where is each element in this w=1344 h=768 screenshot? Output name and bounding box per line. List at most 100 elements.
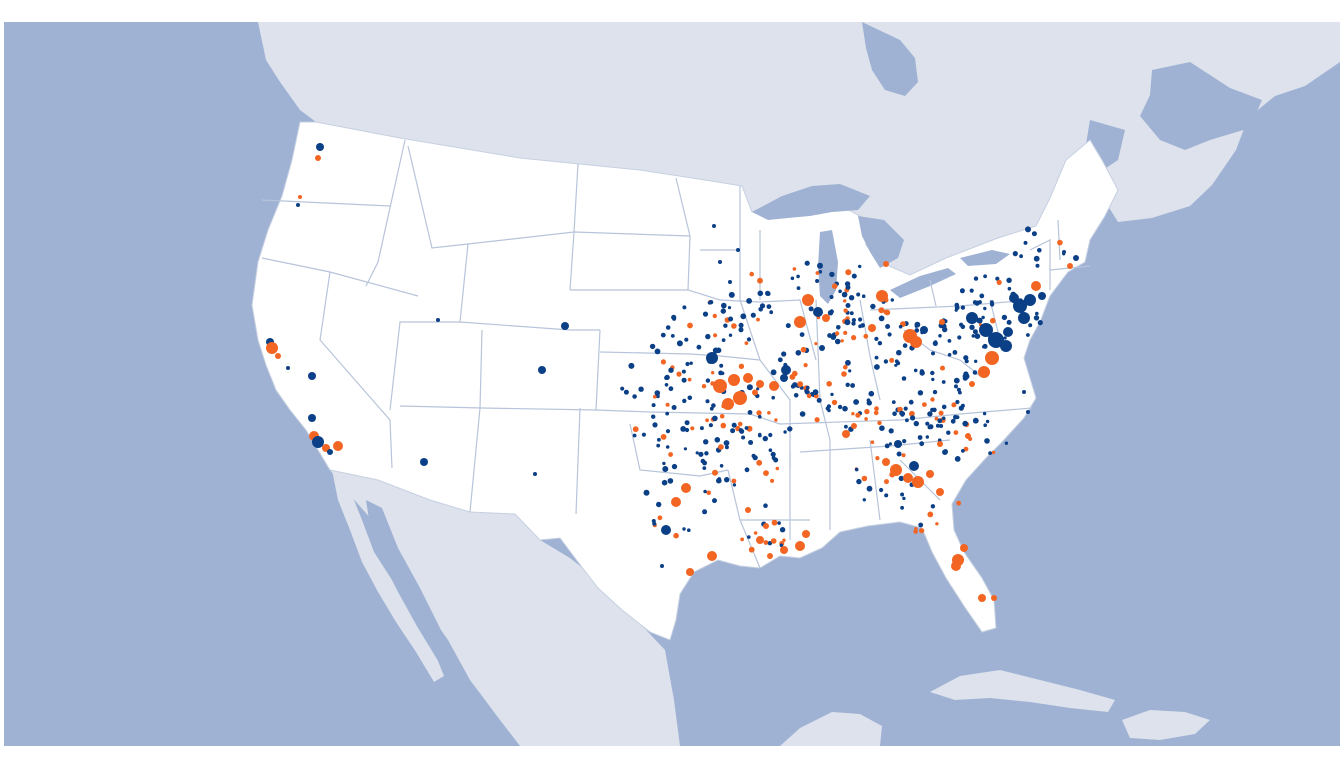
data-point-blue[interactable] (818, 270, 823, 274)
data-point-orange[interactable] (763, 523, 769, 529)
data-point-blue[interactable] (913, 420, 919, 427)
data-point-blue[interactable] (930, 504, 936, 509)
map-frame[interactable] (4, 22, 1340, 746)
data-point-blue[interactable] (844, 424, 848, 429)
data-point-blue[interactable] (1007, 286, 1012, 291)
data-point-blue[interactable] (838, 289, 842, 294)
data-point-orange[interactable] (763, 470, 769, 476)
data-point-blue[interactable] (920, 326, 928, 334)
data-point-blue[interactable] (769, 310, 774, 315)
data-point-blue[interactable] (687, 395, 693, 401)
data-point-orange[interactable] (874, 406, 879, 412)
data-point-orange[interactable] (713, 333, 718, 338)
data-point-blue[interactable] (661, 479, 668, 486)
data-point-blue[interactable] (894, 440, 902, 448)
data-point-orange[interactable] (795, 541, 805, 551)
data-point-orange[interactable] (315, 155, 321, 161)
data-point-orange[interactable] (686, 568, 694, 576)
data-point-orange[interactable] (889, 357, 895, 363)
data-point-orange[interactable] (632, 426, 639, 433)
data-point-blue[interactable] (1031, 231, 1037, 237)
data-point-blue[interactable] (942, 449, 948, 456)
data-point-blue[interactable] (888, 442, 893, 446)
data-point-blue[interactable] (969, 288, 974, 293)
data-point-orange[interactable] (822, 314, 830, 322)
data-point-blue[interactable] (676, 340, 683, 347)
data-point-blue[interactable] (830, 334, 837, 340)
data-point-blue[interactable] (874, 336, 879, 341)
data-point-blue[interactable] (900, 413, 905, 417)
data-point-blue[interactable] (851, 318, 857, 323)
data-point-blue[interactable] (842, 405, 848, 412)
data-point-orange[interactable] (845, 269, 852, 276)
data-point-blue[interactable] (777, 357, 783, 363)
data-point-blue[interactable] (732, 483, 737, 487)
data-point-blue[interactable] (746, 384, 753, 391)
data-point-orange[interactable] (657, 515, 663, 521)
data-point-blue[interactable] (1035, 311, 1039, 316)
data-point-blue[interactable] (704, 451, 709, 456)
data-point-blue[interactable] (312, 436, 324, 448)
data-point-blue[interactable] (894, 359, 899, 364)
data-point-blue[interactable] (954, 456, 961, 462)
data-point-blue[interactable] (837, 404, 843, 410)
data-point-blue[interactable] (914, 321, 921, 328)
data-point-blue[interactable] (785, 323, 791, 329)
data-point-orange[interactable] (956, 500, 962, 506)
data-point-blue[interactable] (651, 414, 656, 419)
data-point-blue[interactable] (1037, 320, 1043, 326)
data-point-orange[interactable] (843, 299, 847, 303)
data-point-orange[interactable] (671, 497, 681, 507)
data-point-blue[interactable] (958, 390, 962, 395)
data-point-blue[interactable] (723, 323, 728, 328)
data-point-blue[interactable] (983, 306, 987, 311)
data-point-blue[interactable] (884, 443, 890, 449)
data-point-blue[interactable] (836, 325, 841, 330)
data-point-blue[interactable] (961, 449, 965, 453)
data-point-blue[interactable] (984, 438, 990, 444)
data-point-blue[interactable] (768, 432, 773, 438)
data-point-orange[interactable] (953, 430, 959, 435)
data-point-blue[interactable] (891, 400, 896, 404)
data-point-orange[interactable] (687, 322, 693, 329)
data-point-blue[interactable] (1035, 263, 1040, 268)
data-point-blue[interactable] (917, 435, 923, 440)
data-point-orange[interactable] (909, 410, 915, 417)
data-point-orange[interactable] (851, 412, 855, 416)
data-point-blue[interactable] (947, 353, 952, 357)
data-point-blue[interactable] (829, 295, 834, 299)
data-point-blue[interactable] (799, 332, 805, 337)
data-point-orange[interactable] (951, 402, 957, 408)
data-point-blue[interactable] (805, 385, 810, 390)
data-point-orange[interactable] (789, 374, 796, 380)
data-point-orange[interactable] (731, 323, 737, 329)
data-point-blue[interactable] (709, 406, 714, 411)
data-point-blue[interactable] (665, 445, 670, 449)
data-point-blue[interactable] (738, 327, 744, 333)
data-point-orange[interactable] (749, 271, 754, 277)
data-point-blue[interactable] (972, 417, 979, 424)
data-point-blue[interactable] (1026, 333, 1030, 337)
data-point-orange[interactable] (914, 527, 918, 531)
data-point-orange[interactable] (737, 421, 743, 427)
data-point-blue[interactable] (751, 453, 756, 458)
data-point-blue[interactable] (972, 370, 978, 375)
data-point-blue[interactable] (1033, 315, 1040, 321)
data-point-blue[interactable] (638, 386, 644, 392)
data-point-blue[interactable] (695, 451, 699, 455)
data-point-orange[interactable] (951, 561, 961, 571)
data-point-blue[interactable] (954, 308, 958, 312)
data-point-blue[interactable] (665, 429, 671, 434)
data-point-blue[interactable] (762, 435, 768, 442)
data-point-blue[interactable] (830, 392, 834, 397)
data-point-blue[interactable] (654, 348, 661, 355)
data-point-orange[interactable] (843, 330, 848, 335)
data-point-orange[interactable] (756, 410, 762, 416)
data-point-blue[interactable] (747, 410, 753, 415)
data-point-blue[interactable] (985, 419, 990, 424)
data-point-blue[interactable] (878, 315, 885, 322)
data-point-blue[interactable] (712, 415, 718, 422)
data-point-blue[interactable] (1019, 254, 1023, 259)
data-point-orange[interactable] (298, 195, 302, 199)
data-point-blue[interactable] (680, 426, 687, 432)
